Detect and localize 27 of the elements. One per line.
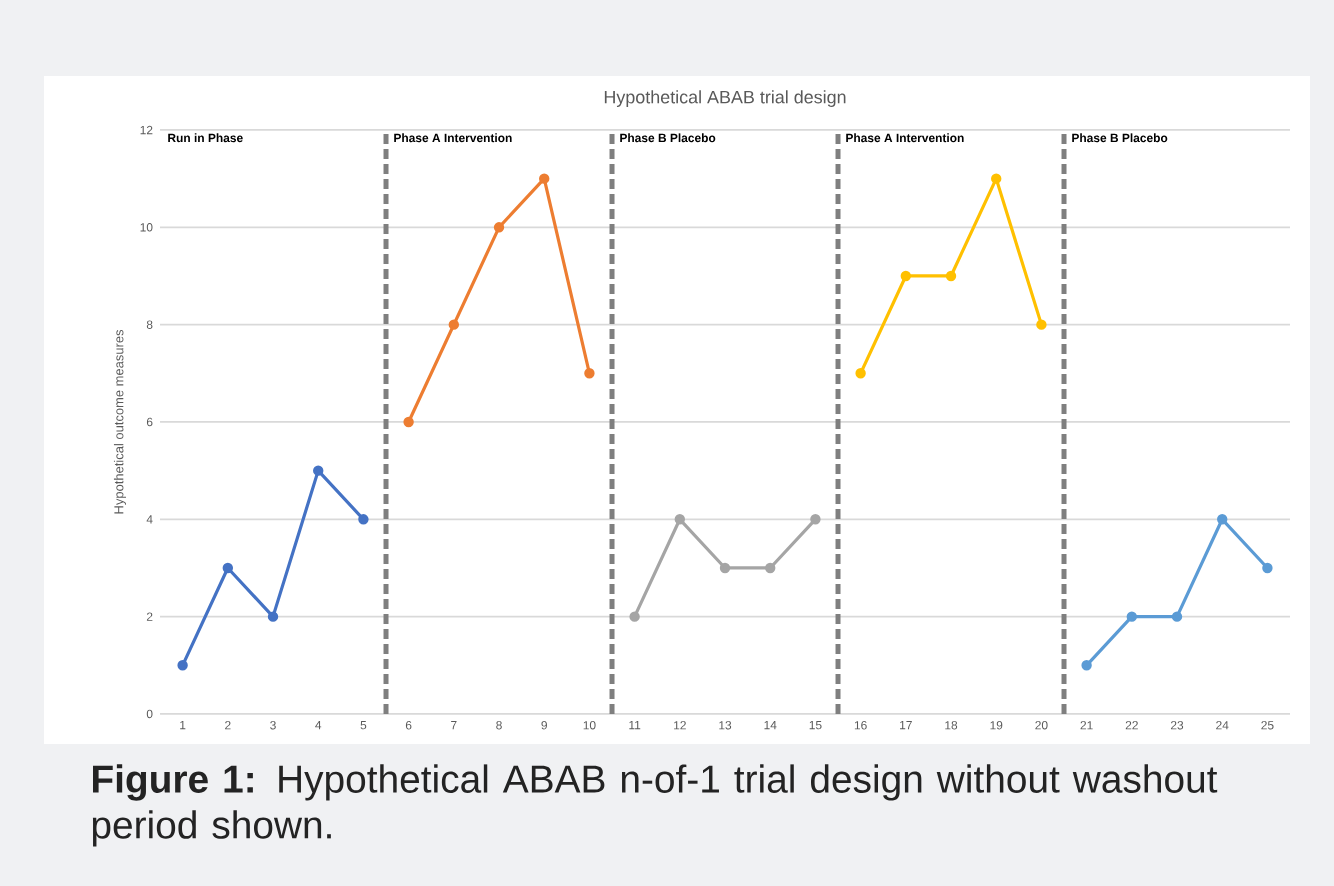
point [493,222,505,233]
point [1171,611,1183,622]
point [539,173,550,184]
point [1262,562,1273,574]
point [810,514,821,525]
point [1036,319,1047,330]
chart-title: Hypothetical ABAB trial design [604,90,846,107]
point [674,514,686,525]
point [900,270,912,282]
point [222,562,234,574]
point [358,514,369,525]
point [403,416,414,428]
point [177,660,188,671]
point [991,173,1002,184]
point [945,270,957,282]
text: Figure 1: Hypothetical ABAB n-of-1 trial design without washout period shown. [92,764,1218,847]
point [1081,660,1092,671]
point [719,562,731,574]
point [1126,611,1138,622]
point [313,465,324,476]
point [1217,514,1228,525]
point [448,319,460,330]
point [765,562,776,574]
point [855,368,866,379]
point [629,611,640,622]
point [267,611,279,622]
point [584,368,595,379]
